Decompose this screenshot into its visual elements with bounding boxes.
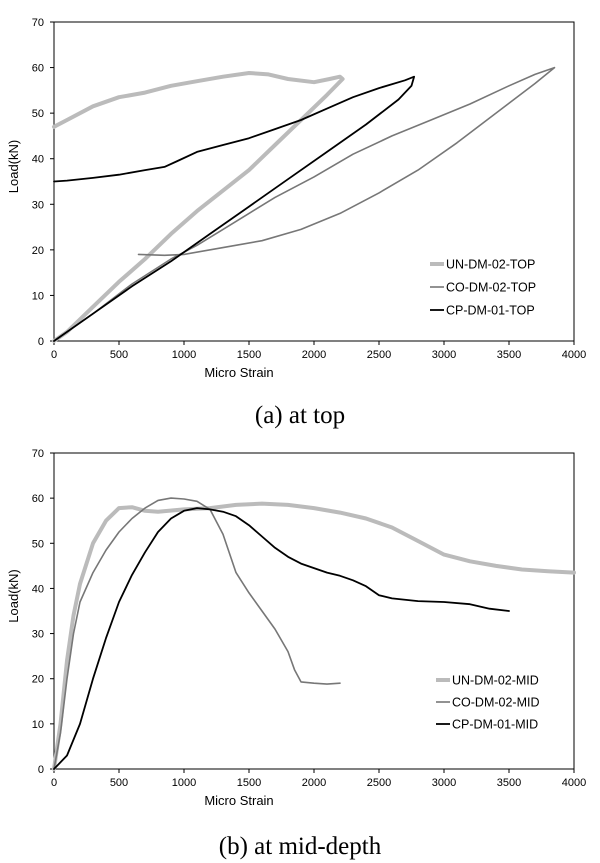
y-tick-label: 40 <box>32 583 44 595</box>
y-tick-label: 30 <box>32 629 44 641</box>
x-tick-label: 3000 <box>432 349 456 361</box>
y-tick-label: 20 <box>32 674 44 686</box>
y-tick-label: 10 <box>32 719 44 731</box>
y-axis-title: Load(kN) <box>6 140 21 193</box>
y-tick-label: 50 <box>32 108 44 120</box>
series-line-cp-dm-01-top <box>53 75 415 342</box>
x-tick-label: 3500 <box>497 777 521 789</box>
y-tick-label: 0 <box>38 764 44 776</box>
series-line-co-dm-02-mid <box>53 497 341 770</box>
y-tick-label: 40 <box>32 154 44 166</box>
x-axis-title: Micro Strain <box>204 793 273 808</box>
chart-caption: (a) at top <box>255 402 345 429</box>
x-tick-label: 500 <box>110 349 128 361</box>
x-tick-label: 0 <box>51 349 57 361</box>
y-tick-label: 50 <box>32 538 44 550</box>
y-tick-label: 60 <box>32 493 44 505</box>
legend-label: UN-DM-02-TOP <box>446 258 535 272</box>
x-tick-label: 500 <box>110 777 128 789</box>
chart-top-panel: 0 10 20 30 40 50 60 70 0 500 1000 1500 2000 2500 3000 3… <box>6 17 586 429</box>
chart-caption: (b) at mid-depth <box>219 833 382 860</box>
series-line-un-dm-02-mid <box>52 501 576 771</box>
y-tick-label: 0 <box>38 336 44 348</box>
legend-label: CO-DM-02-MID <box>452 696 540 710</box>
y-tick-label: 30 <box>32 199 44 211</box>
y-tick-label: 20 <box>32 245 44 257</box>
chart-top-svg: 0 10 20 30 40 50 60 70 0 500 1000 1500 2000 2500 3000 3… <box>6 17 586 429</box>
series-line-un-dm-02-top <box>52 71 345 343</box>
legend-label: CP-DM-01-TOP <box>446 304 535 318</box>
series-line-co-dm-02-top <box>53 66 556 342</box>
chart-mid-svg: 0 10 20 30 40 50 60 70 0 500 1000 1500 2000 2500 3000 3… <box>6 448 586 860</box>
x-tick-label: 1000 <box>172 777 196 789</box>
legend-label: CP-DM-01-MID <box>452 718 538 732</box>
x-tick-label: 2000 <box>302 777 326 789</box>
x-tick-label: 1000 <box>172 349 196 361</box>
x-tick-label: 4000 <box>562 777 586 789</box>
x-axis-title: Micro Strain <box>204 365 273 380</box>
y-tick-label: 70 <box>32 17 44 29</box>
chart-mid-panel: 0 10 20 30 40 50 60 70 0 500 1000 1500 2000 2500 3000 3… <box>0 440 600 863</box>
y-tick-label: 60 <box>32 63 44 75</box>
x-tick-label: 1500 <box>237 777 261 789</box>
y-axis-title: Load(kN) <box>6 569 21 622</box>
x-tick-label: 3000 <box>432 777 456 789</box>
y-tick-label: 70 <box>32 448 44 460</box>
x-tick-label: 2500 <box>367 349 391 361</box>
x-tick-label: 2000 <box>302 349 326 361</box>
legend-label: UN-DM-02-MID <box>452 674 539 688</box>
series-line-cp-dm-01-mid <box>53 507 510 770</box>
x-tick-label: 2500 <box>367 777 391 789</box>
x-tick-label: 3500 <box>497 349 521 361</box>
y-tick-label: 10 <box>32 290 44 302</box>
x-tick-label: 4000 <box>562 349 586 361</box>
legend-label: CO-DM-02-TOP <box>446 281 536 295</box>
x-tick-label: 1500 <box>237 349 261 361</box>
x-tick-label: 0 <box>51 777 57 789</box>
